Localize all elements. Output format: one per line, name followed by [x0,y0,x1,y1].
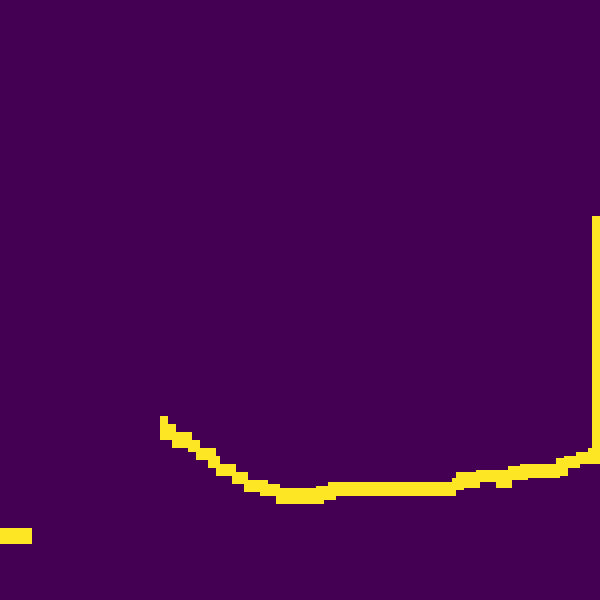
mask-segment [456,472,480,488]
mask-segment [276,488,304,504]
mask-foreground [0,216,600,544]
mask-segment [328,482,360,496]
mask-segment [400,482,456,496]
mask-segment [172,432,192,448]
mask-segment [592,216,600,464]
mask-segment [520,464,560,478]
mask-segment [356,482,404,496]
mask-segment [216,464,236,476]
mask-segment [0,528,32,544]
mask-segment [476,470,500,482]
mask-segment [260,484,280,496]
